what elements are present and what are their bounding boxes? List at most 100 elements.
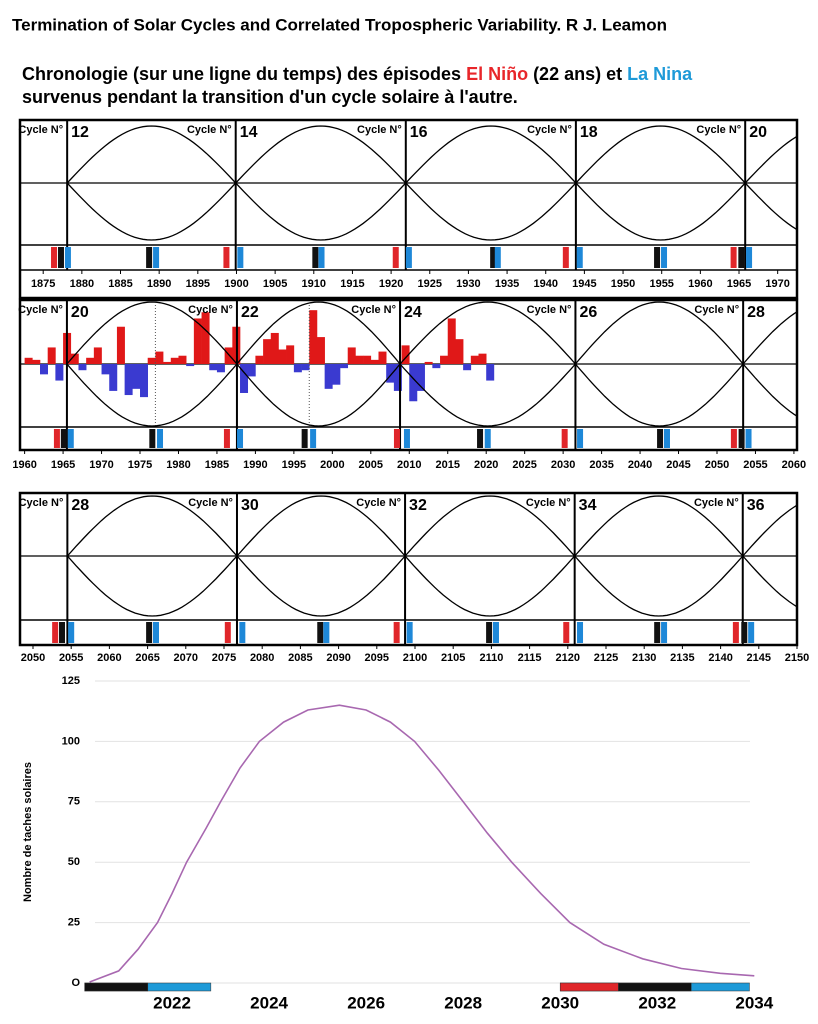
x-tick-label: 1905	[263, 278, 287, 290]
event-marker	[405, 247, 412, 268]
cycle-envelope	[404, 555, 576, 617]
enso-bar	[378, 351, 387, 364]
event-marker	[563, 622, 570, 643]
event-marker	[494, 247, 501, 268]
event-marker	[51, 247, 58, 268]
cycle-envelope	[574, 555, 744, 617]
x-tick-label: 2150	[785, 652, 809, 664]
title: Termination of Solar Cycles and Correlat…	[12, 15, 667, 34]
cycle-number: 28	[747, 304, 765, 321]
x-tick-label: 2028	[444, 993, 482, 1012]
enso-bar	[293, 364, 302, 373]
event-marker	[53, 429, 60, 448]
episode-band	[84, 982, 149, 992]
enso-bar	[124, 364, 133, 396]
cycle-envelope	[574, 363, 744, 427]
x-tick-label: 2060	[782, 459, 806, 471]
cycle-number: 34	[579, 497, 597, 514]
enso-bar	[401, 345, 410, 364]
x-tick-label: 2034	[735, 993, 773, 1012]
event-marker	[657, 429, 664, 448]
x-tick-label: 2060	[97, 652, 121, 664]
x-tick-label: 1980	[166, 459, 190, 471]
panel	[20, 125, 797, 241]
event-marker	[654, 247, 661, 268]
x-tick-label: 1960	[688, 278, 712, 290]
x-tick-label: 2024	[250, 993, 288, 1012]
x-tick-label: 1990	[243, 459, 267, 471]
x-tick-label: 1935	[495, 278, 519, 290]
x-tick-label: 2022	[153, 993, 191, 1012]
enso-bar	[486, 364, 495, 381]
event-marker	[745, 429, 752, 448]
x-tick-label: 1885	[108, 278, 132, 290]
event-marker	[661, 247, 668, 268]
event-marker	[654, 622, 661, 643]
cycle-label: Cycle N°	[187, 124, 232, 136]
enso-bar	[201, 312, 210, 364]
cycle-label: Cycle N°	[18, 124, 63, 136]
cycle-number: 18	[580, 124, 598, 141]
enso-bar	[78, 364, 87, 371]
enso-bar	[455, 339, 464, 364]
enso-bar	[147, 357, 156, 364]
enso-bar	[109, 364, 118, 391]
x-tick-label: 2080	[250, 652, 274, 664]
event-marker	[406, 622, 413, 643]
cycle-label: Cycle N°	[19, 497, 64, 509]
enso-bar	[278, 349, 287, 364]
episode-band	[618, 982, 692, 992]
cycle-envelope	[742, 555, 797, 608]
cycle-envelope	[236, 495, 406, 557]
x-tick-label: 1925	[418, 278, 442, 290]
enso-bar	[55, 364, 64, 381]
cycle-number: 36	[747, 497, 765, 514]
x-tick-label: 1890	[147, 278, 171, 290]
enso-bar	[47, 347, 56, 364]
cycle-label: Cycle N°	[188, 497, 233, 509]
x-tick-label: 1975	[128, 459, 152, 471]
enso-bar	[470, 355, 479, 364]
cycle-number: 20	[71, 304, 89, 321]
cycle-number: 16	[410, 124, 428, 141]
event-marker	[484, 429, 491, 448]
event-marker	[577, 429, 584, 448]
cycle-label: Cycle N°	[356, 497, 401, 509]
cycle-envelope	[399, 363, 576, 427]
x-tick-label: 2135	[670, 652, 694, 664]
x-tick-label: 2005	[359, 459, 383, 471]
event-marker	[741, 622, 748, 643]
event-marker	[223, 429, 230, 448]
enso-bar	[416, 364, 425, 391]
x-tick-label: 2140	[708, 652, 732, 664]
event-marker	[392, 247, 399, 268]
event-marker	[393, 622, 400, 643]
enso-bar	[324, 364, 333, 389]
el-nino: El Niño	[466, 64, 528, 84]
x-tick-label: 2130	[632, 652, 656, 664]
enso-bar	[216, 364, 225, 373]
enso-bar	[163, 361, 172, 364]
x-tick-label: 2055	[743, 459, 767, 471]
subtitle-line: survenus pendant la transition d'un cycl…	[22, 87, 518, 107]
event-marker	[738, 247, 745, 268]
x-tick-label: 2050	[21, 652, 45, 664]
cycle-label: Cycle N°	[694, 304, 739, 316]
cycle-envelope	[574, 301, 744, 365]
event-marker	[477, 429, 484, 448]
event-marker	[317, 622, 324, 643]
x-tick-label: 2040	[628, 459, 652, 471]
event-marker	[661, 622, 668, 643]
event-marker	[490, 247, 497, 268]
enso-bar	[224, 347, 233, 364]
event-marker	[68, 622, 75, 643]
event-marker	[237, 247, 244, 268]
x-tick-label: 2020	[474, 459, 498, 471]
x-tick-label: 1960	[12, 459, 36, 471]
enso-bar	[478, 353, 487, 364]
enso-bar	[247, 364, 256, 377]
x-tick-label: 1965	[51, 459, 75, 471]
enso-bar	[463, 364, 472, 371]
x-tick-label: 1920	[379, 278, 403, 290]
